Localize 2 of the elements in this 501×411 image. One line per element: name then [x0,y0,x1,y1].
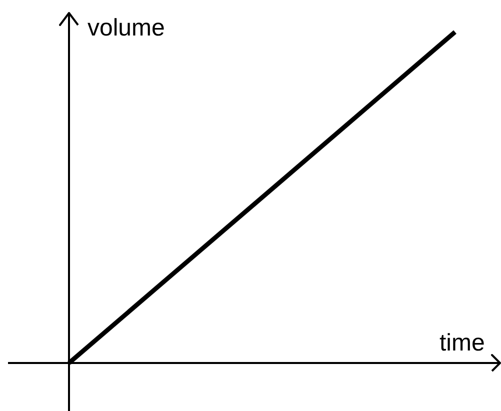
y-axis-title: volume [88,14,165,42]
x-axis-title: time [440,330,485,356]
